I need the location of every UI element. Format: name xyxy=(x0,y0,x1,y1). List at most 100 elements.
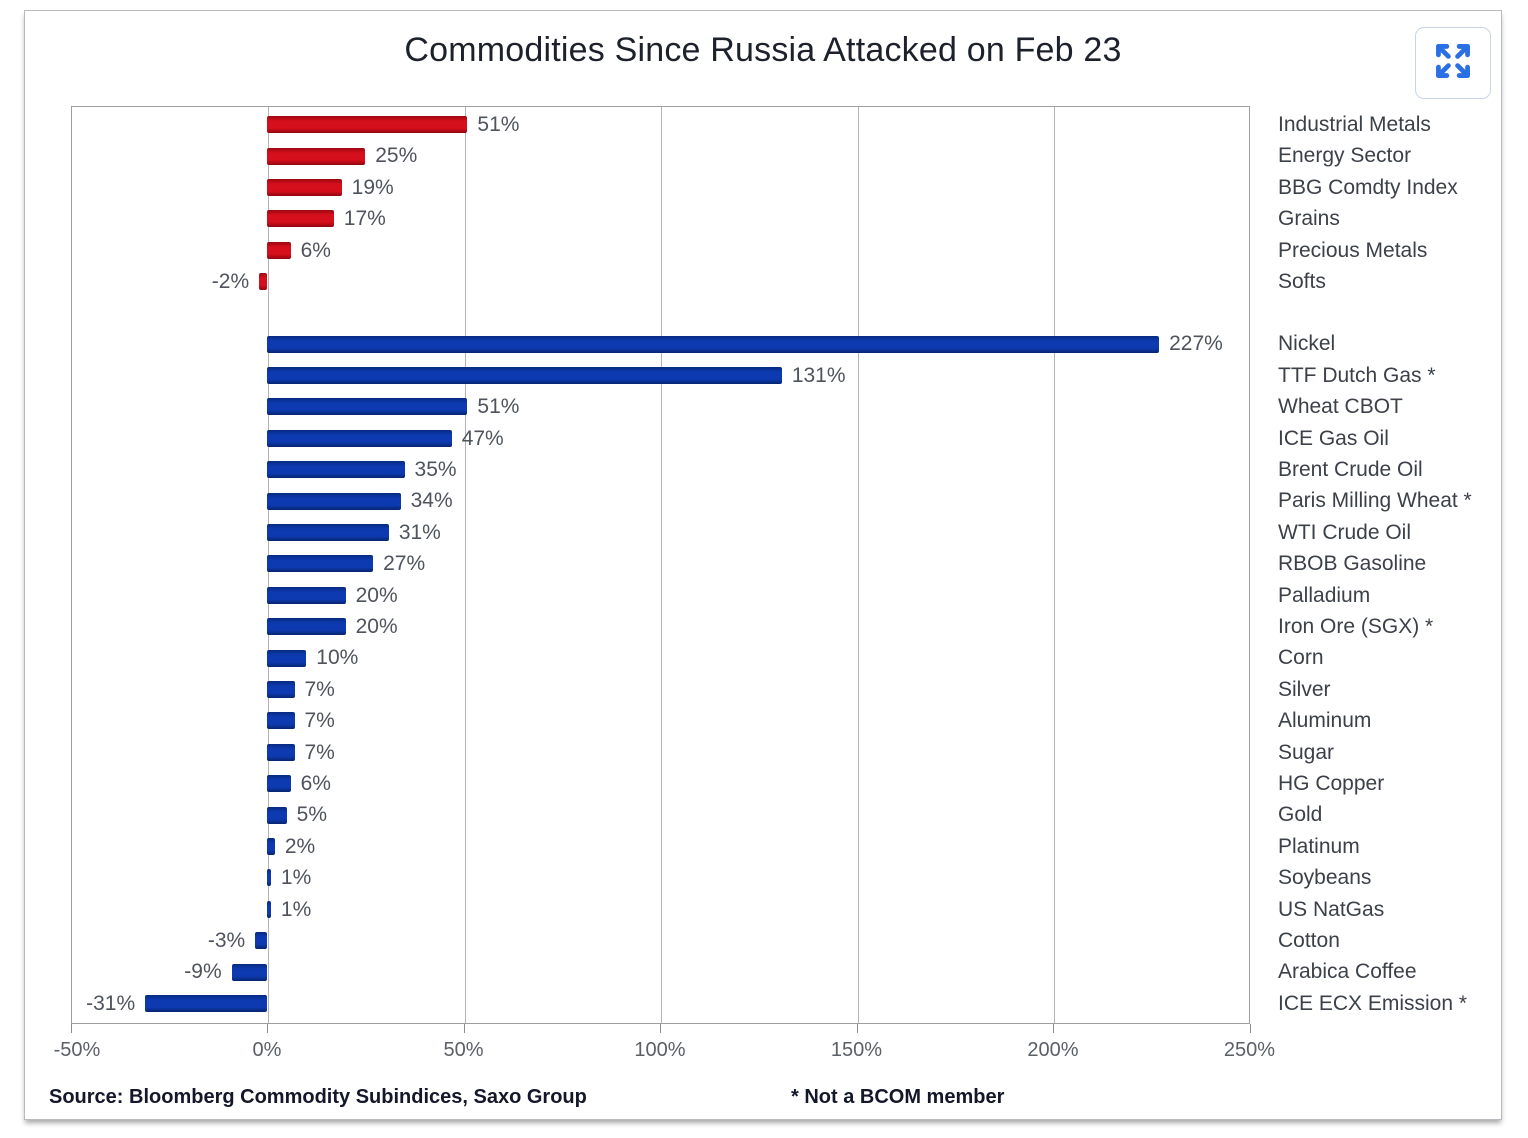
source-text: Source: Bloomberg Commodity Subindices, … xyxy=(49,1086,587,1108)
category-label: WTI Crude Oil xyxy=(1278,520,1412,544)
bar-row: 34% Paris Milling Wheat * xyxy=(71,485,1501,516)
category-label: TTF Dutch Gas * xyxy=(1278,363,1436,387)
value-label: 1% xyxy=(280,866,312,890)
category-label: Sugar xyxy=(1278,740,1335,764)
category-label: Paris Milling Wheat * xyxy=(1278,489,1472,513)
value-label: 19% xyxy=(351,175,394,199)
category-label: US NatGas xyxy=(1278,897,1385,921)
bar xyxy=(267,335,1160,353)
bar xyxy=(267,147,366,165)
value-label: 27% xyxy=(383,552,426,576)
bar xyxy=(145,994,267,1012)
bar xyxy=(267,806,287,824)
value-label: 2% xyxy=(284,834,316,858)
expand-arrows-icon xyxy=(1430,38,1476,89)
bar xyxy=(267,366,782,384)
bar xyxy=(267,900,271,918)
category-label: HG Copper xyxy=(1278,772,1385,795)
bar xyxy=(267,680,295,698)
value-label: 10% xyxy=(316,646,359,670)
bar xyxy=(267,775,291,793)
axis-label: 250% xyxy=(1223,1039,1276,1061)
bar xyxy=(267,429,452,447)
axis-tick xyxy=(267,1024,268,1033)
bar-row: 7% Sugar xyxy=(71,737,1501,768)
bar-row: -9% Arabica Coffee xyxy=(71,956,1501,987)
bar xyxy=(267,649,307,667)
footnote-text: * Not a BCOM member xyxy=(791,1086,1005,1108)
value-label: 6% xyxy=(300,772,331,795)
value-label: -9% xyxy=(184,960,222,984)
bar xyxy=(259,273,267,291)
bar xyxy=(231,963,267,981)
bar-row: 20% Palladium xyxy=(71,580,1501,611)
category-label: Softs xyxy=(1278,270,1326,293)
bar-row: -31% ICE ECX Emission * xyxy=(71,988,1501,1019)
bar xyxy=(267,398,468,416)
value-label: 7% xyxy=(304,740,335,764)
bar xyxy=(267,743,295,761)
bar-row: 25% Energy Sector xyxy=(71,140,1501,171)
bar xyxy=(267,461,405,479)
value-label: 47% xyxy=(461,426,504,450)
category-label: Iron Ore (SGX) * xyxy=(1278,615,1434,638)
axis-label: 100% xyxy=(634,1039,686,1061)
category-label: Grains xyxy=(1278,207,1340,231)
value-label: 17% xyxy=(343,207,386,231)
bar-row: 6% HG Copper xyxy=(71,768,1501,799)
bar xyxy=(267,241,291,259)
chart-card: Commodities Since Russia Attacked on Feb… xyxy=(24,10,1502,1120)
bar-rows-container: 51% Industrial Metals 25% Energy Sector 19% B… xyxy=(71,106,1501,1024)
value-label: 31% xyxy=(398,520,441,544)
value-label: -3% xyxy=(207,929,246,952)
axis-label: 50% xyxy=(443,1039,484,1061)
gridline xyxy=(1054,107,1055,1023)
bar-row: 27% RBOB Gasoline xyxy=(71,548,1501,579)
value-label: 51% xyxy=(477,113,520,136)
category-label: RBOB Gasoline xyxy=(1278,552,1427,576)
bar-row: 10% Corn xyxy=(71,642,1501,673)
bar xyxy=(267,586,346,604)
bar-row: 20% Iron Ore (SGX) * xyxy=(71,611,1501,642)
value-label: 20% xyxy=(355,615,398,638)
axis-tick xyxy=(1053,1024,1054,1033)
category-label: Energy Sector xyxy=(1278,144,1412,168)
gridline xyxy=(464,107,466,1023)
bar-row: 19% BBG Comdty Index xyxy=(71,172,1501,203)
bar-row: 1% US NatGas xyxy=(71,894,1501,925)
bar xyxy=(267,178,342,196)
category-label: ICE Gas Oil xyxy=(1278,426,1389,450)
bar xyxy=(267,837,275,855)
value-label: 34% xyxy=(410,489,453,513)
bar-row: 1% Soybeans xyxy=(71,862,1501,893)
bar xyxy=(267,555,374,573)
axis-label: 150% xyxy=(830,1039,883,1061)
category-label: ICE ECX Emission * xyxy=(1278,991,1468,1015)
value-label: 5% xyxy=(296,803,327,827)
bar-row: -2% Softs xyxy=(71,266,1501,297)
category-label: Palladium xyxy=(1278,583,1371,607)
value-label: 6% xyxy=(300,238,331,262)
category-label: Cotton xyxy=(1278,929,1340,952)
chart-title: Commodities Since Russia Attacked on Feb… xyxy=(404,31,1122,69)
value-label: 7% xyxy=(304,677,335,701)
value-label: 131% xyxy=(791,363,846,387)
category-label: Gold xyxy=(1278,803,1323,827)
value-label: 1% xyxy=(280,897,312,921)
axis-tick xyxy=(660,1024,661,1033)
expand-button[interactable] xyxy=(1415,27,1491,99)
bar-row: 7% Aluminum xyxy=(71,705,1501,736)
bar-row: -3% Cotton xyxy=(71,925,1501,956)
axis-label: -50% xyxy=(53,1039,101,1061)
category-label: Arabica Coffee xyxy=(1278,960,1417,984)
value-label: 7% xyxy=(304,709,335,733)
gridline xyxy=(661,107,662,1023)
value-label: 51% xyxy=(477,395,520,419)
bar-row: 6% Precious Metals xyxy=(71,235,1501,266)
value-label: 35% xyxy=(414,458,457,481)
category-label: Industrial Metals xyxy=(1278,113,1431,136)
bar xyxy=(267,210,334,228)
bar-row: 35% Brent Crude Oil xyxy=(71,454,1501,485)
bar xyxy=(267,618,346,636)
axis-tick xyxy=(71,1024,72,1033)
